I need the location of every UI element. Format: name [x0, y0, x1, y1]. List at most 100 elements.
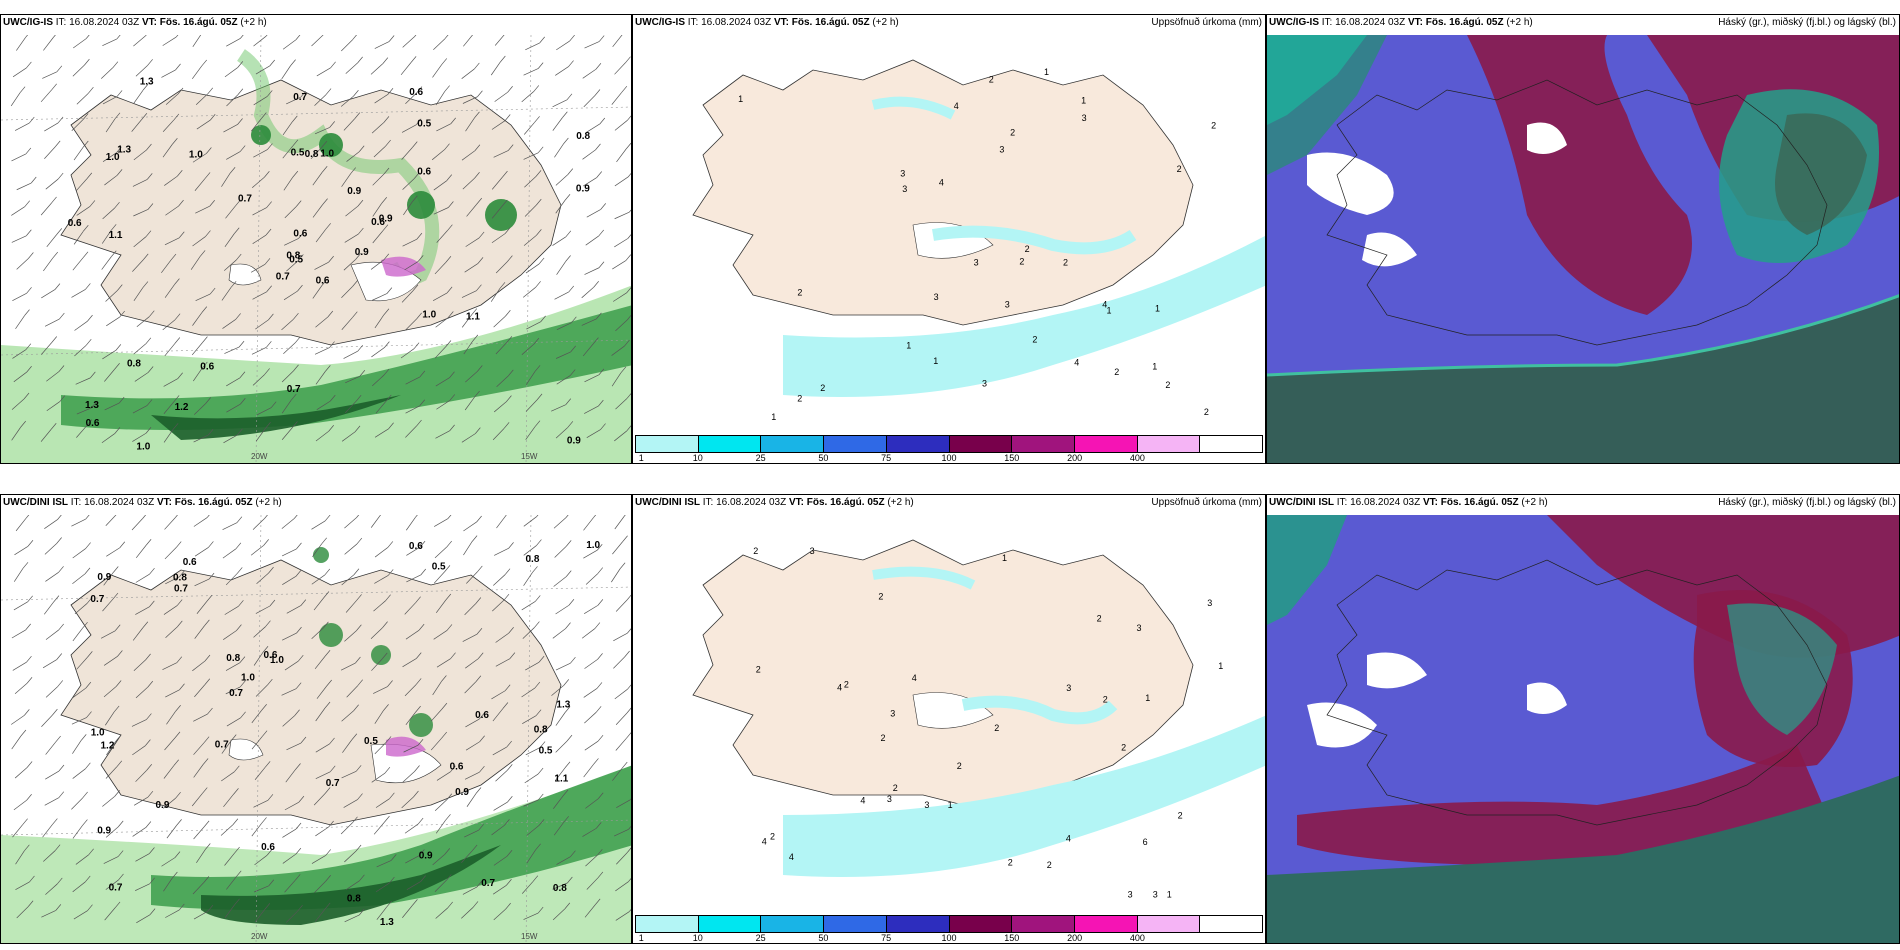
wind-barb-flag: [117, 820, 124, 828]
wind-barb-flag: [26, 761, 33, 768]
wind-barb: [554, 546, 567, 558]
wind-barb: [434, 799, 448, 811]
wind-barb: [132, 827, 147, 837]
wind-barb: [253, 885, 269, 893]
wind-barb-flag: [29, 116, 35, 124]
wind-barb-flag: [26, 287, 32, 294]
value-label: 0.8: [553, 883, 567, 894]
wind-barb: [225, 662, 241, 671]
wind-barb: [585, 235, 599, 246]
wind-barb: [464, 263, 479, 273]
wind-barb-flag: [27, 595, 33, 603]
wind-barb-flag: [441, 675, 447, 682]
wind-barb-flag: [25, 35, 29, 38]
wind-barb-flag: [415, 596, 421, 603]
wind-barb-flag: [441, 58, 448, 65]
wind-barb-flag: [537, 906, 544, 914]
wind-barb: [46, 371, 60, 382]
wind-barb-flag: [415, 118, 422, 126]
wind-barb: [340, 39, 353, 52]
wind-barb: [166, 825, 177, 839]
wind-barb: [465, 371, 478, 383]
wind-barb-flag: [26, 677, 33, 684]
wind-barb: [404, 602, 416, 615]
wind-barb-flag: [82, 819, 88, 826]
wind-barb: [435, 377, 450, 387]
wind-barb: [316, 67, 331, 77]
wind-barb: [281, 688, 297, 696]
wind-barb-flag: [117, 650, 123, 657]
value-label: 0.6: [264, 650, 278, 661]
wind-barb-flag: [324, 701, 331, 709]
wind-barb: [42, 824, 53, 838]
wind-barb: [193, 764, 204, 778]
wind-barb-flag: [568, 60, 574, 67]
value-label: 1: [1145, 693, 1150, 703]
colorbar-seg: [761, 436, 825, 452]
wind-barb: [41, 910, 57, 918]
wind-barb-flag: [298, 232, 304, 239]
value-label: 0.8: [576, 131, 590, 142]
wind-barb: [525, 426, 536, 440]
wind-barb-flag: [84, 567, 91, 575]
wind-barb: [555, 351, 571, 359]
wind-barb-flag: [566, 734, 573, 742]
wind-barb-flag: [294, 874, 301, 881]
wind-barb-flag: [145, 230, 152, 237]
wind-barb: [405, 711, 416, 726]
wind-barb: [165, 205, 179, 216]
wind-barb: [584, 374, 600, 383]
wind-barb-flag: [321, 279, 328, 286]
wind-barb: [44, 146, 56, 159]
wind-barb-flag: [56, 537, 62, 544]
panel-title: UWC/IG-IS IT: 16.08.2024 03Z VT: Fös. 16…: [3, 17, 267, 28]
wind-barb-flag: [446, 874, 452, 881]
wind-barb: [552, 908, 566, 921]
cb-label: 25: [755, 933, 766, 943]
value-label: 0.8: [526, 554, 540, 565]
value-label: 4: [1074, 357, 1079, 367]
wind-barb: [311, 574, 326, 585]
wind-barb: [344, 517, 357, 529]
colorbar-seg: [1200, 436, 1263, 452]
wind-barb-flag: [533, 337, 540, 345]
wind-barb: [525, 371, 536, 385]
wind-barb: [195, 205, 210, 214]
wind-barb: [432, 854, 445, 866]
wind-barb-flag: [202, 336, 208, 343]
wind-barb-flag: [89, 200, 96, 207]
wind-barb: [13, 799, 27, 811]
wind-barb: [343, 350, 358, 359]
wind-barb: [342, 739, 353, 753]
wind-barb: [72, 825, 83, 839]
wind-barb: [253, 96, 268, 106]
wind-barb: [373, 821, 385, 835]
wind-barb: [102, 96, 118, 105]
wind-barb: [341, 771, 357, 779]
wind-barb-flag: [112, 61, 119, 68]
wind-barb: [463, 35, 473, 47]
wind-barb: [193, 517, 208, 527]
value-label: 3: [900, 169, 905, 179]
wind-barb-flag: [119, 310, 125, 318]
wind-barb-flag: [179, 903, 185, 911]
wind-barb-flag: [25, 343, 32, 350]
wind-barb: [73, 146, 84, 161]
wind-barb-flag: [85, 283, 91, 290]
wind-barb-flag: [567, 168, 574, 175]
wind-barb: [281, 427, 293, 440]
wind-barb: [12, 349, 27, 359]
wind-barb-flag: [384, 341, 390, 348]
wind-barb: [614, 120, 628, 131]
value-label: 0.8: [305, 149, 319, 160]
wind-barb-flag: [594, 89, 601, 96]
wind-barb-flag: [300, 599, 307, 606]
wind-barb-flag: [568, 599, 575, 606]
wind-barb: [435, 91, 445, 106]
wind-barb: [584, 267, 600, 275]
wind-barb: [374, 93, 389, 104]
wind-barb: [612, 35, 623, 48]
wind-barb: [12, 67, 27, 78]
value-label: 1.0: [270, 655, 284, 666]
wind-barb: [375, 882, 390, 893]
